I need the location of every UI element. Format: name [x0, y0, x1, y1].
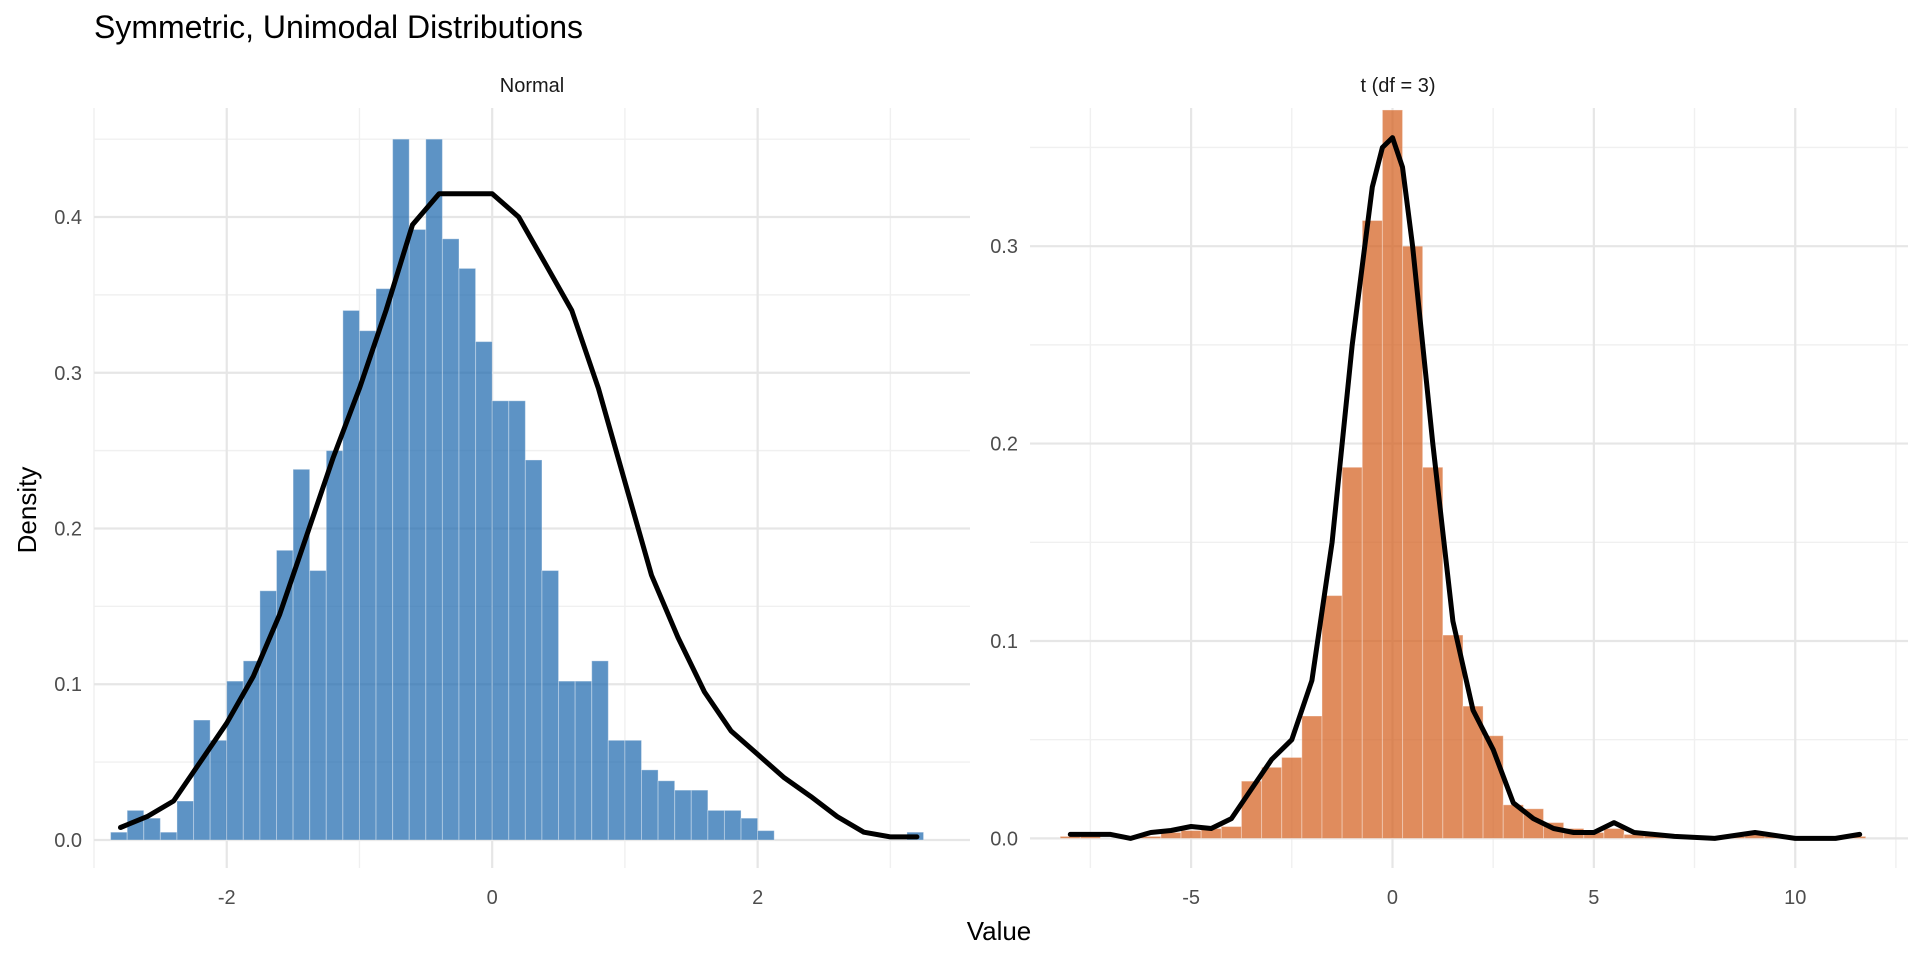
- histogram-bar: [690, 789, 709, 841]
- panel-strip-t: t (df = 3): [1360, 75, 1435, 97]
- x-tick-label: 5: [1588, 887, 1599, 909]
- histogram-bar: [1361, 220, 1383, 839]
- x-tick-label: 10: [1784, 887, 1806, 909]
- panel-normal-density-line: [118, 191, 920, 840]
- panel-t-y-ticks: 0.0 0.1 0.2 0.3: [990, 236, 1018, 850]
- panel-normal-x-ticks: -2 0 2: [218, 887, 763, 909]
- histogram-bar: [292, 468, 311, 841]
- histogram-bar: [375, 288, 394, 841]
- histogram-bar: [607, 739, 626, 841]
- histogram-bar: [159, 831, 178, 841]
- histogram-bar: [358, 330, 377, 841]
- histogram-bar: [1301, 715, 1323, 839]
- y-tick-label: 0.2: [990, 434, 1018, 456]
- x-tick-label: 2: [752, 887, 763, 909]
- histogram-bar: [110, 831, 128, 841]
- histogram-bar: [1220, 826, 1242, 839]
- y-tick-label: 0.3: [54, 363, 82, 385]
- histogram-bar: [176, 800, 195, 841]
- panel-t-x-ticks: -5 0 5 10: [1182, 887, 1806, 909]
- histogram-bar: [193, 719, 211, 841]
- histogram-bar: [491, 400, 510, 841]
- histogram-bar: [558, 680, 576, 841]
- histogram-bar: [723, 809, 742, 841]
- histogram-bar: [1281, 756, 1303, 839]
- panel-normal-histogram: [110, 138, 925, 841]
- y-tick-label: 0.3: [990, 236, 1018, 258]
- histogram-bar: [441, 238, 460, 841]
- y-tick-label: 0.1: [54, 674, 82, 696]
- panel-t-histogram: [1059, 109, 1867, 839]
- histogram-bar: [707, 809, 725, 841]
- histogram-bar: [1341, 466, 1363, 839]
- panel-t-df3: t (df = 3) -5 0 5 10 0.0 0.1 0.2 0.3: [990, 75, 1908, 909]
- histogram-bar: [325, 450, 344, 841]
- histogram-bar: [591, 660, 609, 841]
- histogram-bar: [624, 739, 643, 841]
- histogram-bar: [757, 830, 775, 841]
- histogram-bar: [408, 228, 427, 841]
- y-tick-label: 0.0: [990, 828, 1018, 850]
- histogram-bar: [657, 780, 676, 841]
- histogram-bar: [508, 400, 526, 841]
- y-tick-label: 0.4: [54, 207, 82, 229]
- histogram-bar: [641, 769, 659, 841]
- histogram-bar: [1381, 109, 1404, 839]
- chart-title: Symmetric, Unimodal Distributions: [94, 9, 583, 45]
- histogram-bar: [524, 459, 543, 841]
- histogram-bar: [1180, 829, 1202, 839]
- y-tick-label: 0.1: [990, 631, 1018, 653]
- histogram-bar: [1442, 634, 1464, 839]
- histogram-bar: [458, 267, 477, 841]
- panel-t-density-line: [1067, 135, 1863, 841]
- x-tick-label: 0: [487, 887, 498, 909]
- x-tick-label: -2: [218, 887, 236, 909]
- panel-normal: Normal -2 0 2 0.0 0.1 0.2 0.3 0.4: [54, 75, 970, 909]
- panel-strip-normal: Normal: [500, 75, 564, 97]
- histogram-bar: [425, 138, 443, 841]
- y-tick-label: 0.0: [54, 830, 82, 852]
- histogram-bar: [475, 341, 493, 841]
- histogram-bar: [1321, 595, 1343, 839]
- panel-t-grid: [1030, 108, 1908, 868]
- histogram-bar: [674, 789, 692, 841]
- y-axis-title: Density: [12, 467, 42, 554]
- histogram-bar: [574, 680, 593, 841]
- histogram-bar: [1603, 828, 1625, 839]
- histogram-bar: [143, 817, 161, 841]
- x-axis-title: Value: [967, 916, 1032, 946]
- histogram-bar: [209, 739, 228, 841]
- histogram-bar: [309, 570, 327, 841]
- histogram-bar: [740, 817, 759, 841]
- y-tick-label: 0.2: [54, 518, 82, 540]
- x-tick-label: 0: [1387, 887, 1398, 909]
- histogram-bar: [1261, 766, 1283, 839]
- histogram-bar: [541, 570, 560, 841]
- panel-normal-y-ticks: 0.0 0.1 0.2 0.3 0.4: [54, 207, 82, 852]
- x-tick-label: -5: [1182, 887, 1200, 909]
